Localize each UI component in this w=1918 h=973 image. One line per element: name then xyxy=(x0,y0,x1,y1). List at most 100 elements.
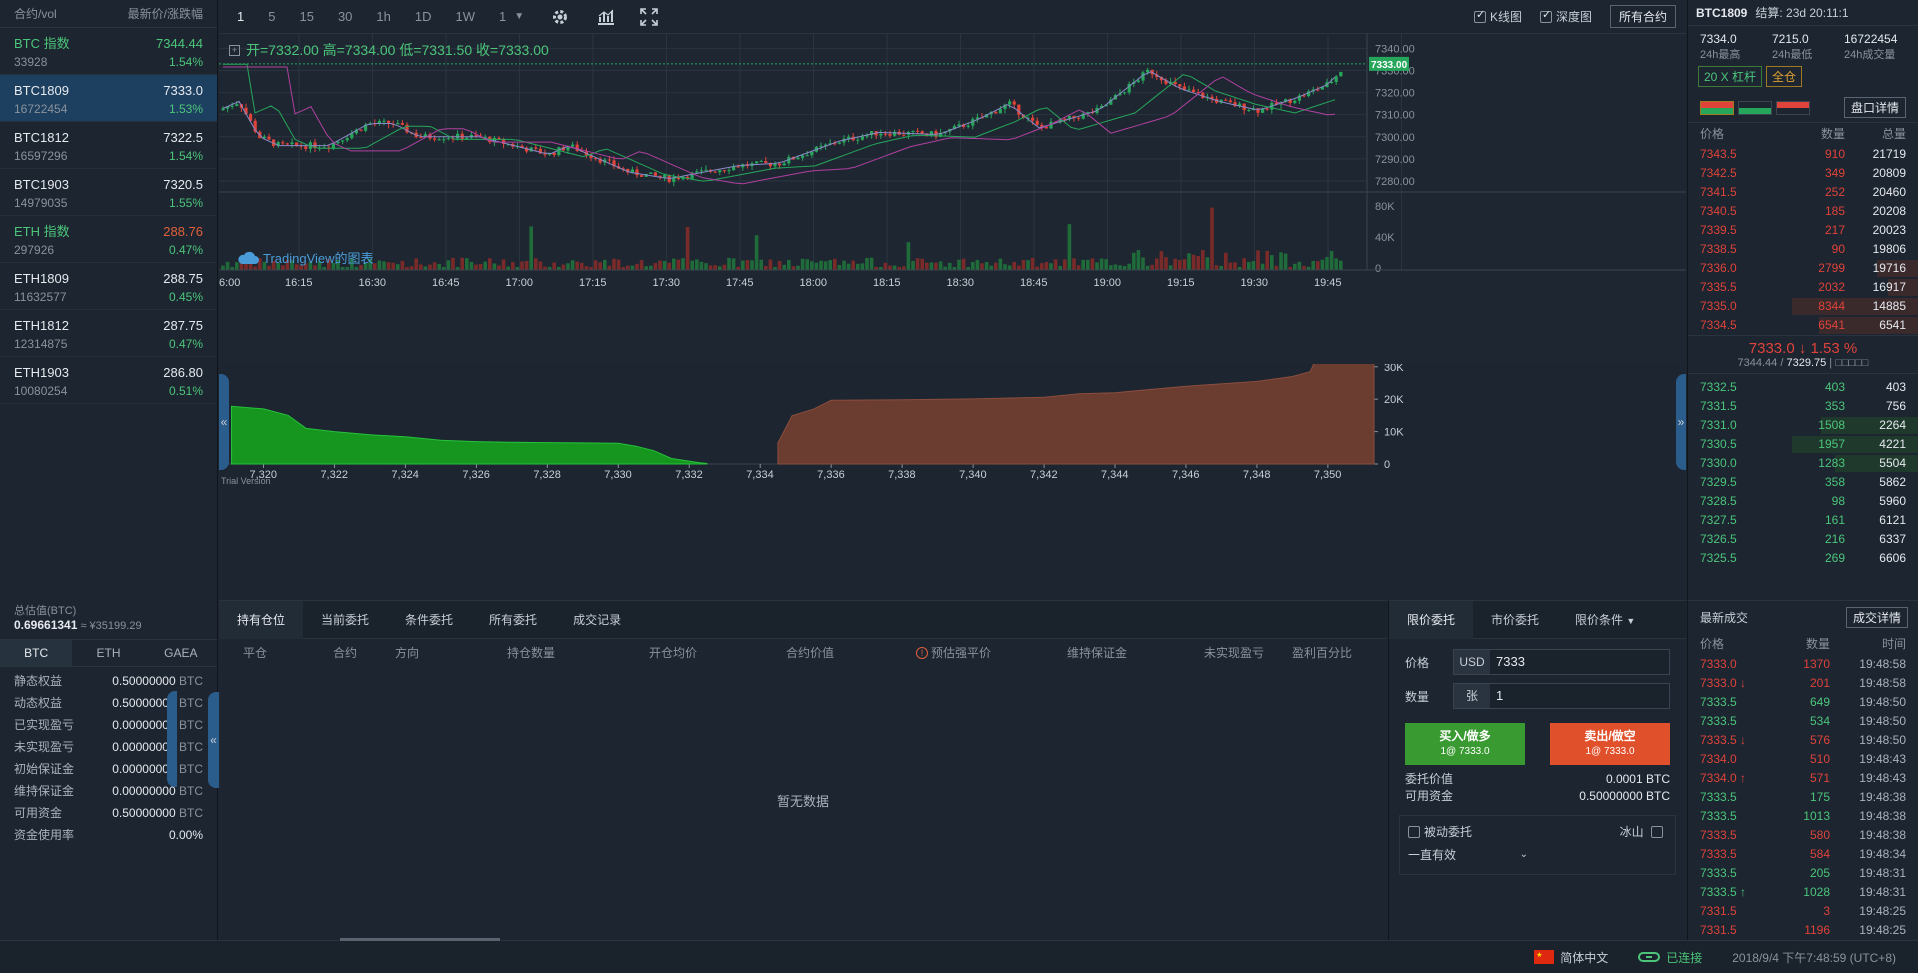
book-bids-icon[interactable] xyxy=(1738,100,1772,115)
market-item[interactable]: ETH1903 286.80 10080254 0.51% xyxy=(0,357,217,404)
market-item[interactable]: BTC1903 7320.5 14979035 1.55% xyxy=(0,169,217,216)
orderbook-row[interactable]: 7328.5 98 5960 xyxy=(1688,492,1918,511)
orderbook-row[interactable]: 7330.0 1283 5504 xyxy=(1688,454,1918,473)
orderbook-row[interactable]: 7325.5 269 6606 xyxy=(1688,549,1918,568)
candle-body xyxy=(1127,83,1131,93)
horizontal-scrollbar[interactable] xyxy=(340,938,500,941)
buy-long-button[interactable]: 买入/做多 1@ 7333.0 xyxy=(1405,723,1525,765)
orderbook-price: 7335.0 xyxy=(1700,299,1737,313)
depth-toggle[interactable]: 深度图 xyxy=(1539,8,1592,25)
sell-short-button[interactable]: 卖出/做空 1@ 7333.0 xyxy=(1550,723,1670,765)
language-selector[interactable]: ★ 简体中文 xyxy=(1534,949,1608,966)
orderbook-detail-button[interactable]: 盘口详情 xyxy=(1843,97,1906,118)
interval-button[interactable]: 1 xyxy=(499,9,507,24)
iceberg-option[interactable]: 冰山 xyxy=(1620,823,1667,840)
candle-body xyxy=(1330,81,1334,83)
collapse-account-handle[interactable]: « xyxy=(208,692,219,788)
settings-gear-icon[interactable] xyxy=(550,7,570,27)
price-input[interactable]: USD 7333 xyxy=(1453,649,1670,675)
time-in-force-select[interactable]: 一直有效 ⌄ xyxy=(1408,840,1528,868)
orderbook-row[interactable]: 7336.0 2799 19716 xyxy=(1688,259,1918,278)
tab-limit-order[interactable]: 限价委托 xyxy=(1389,600,1474,639)
orderbook-row[interactable]: 7327.5 161 6121 xyxy=(1688,511,1918,530)
candle-body xyxy=(382,120,386,122)
orderbook-row[interactable]: 7334.5 6541 6541 xyxy=(1688,316,1918,335)
interval-dropdown-icon[interactable]: ▼ xyxy=(514,11,525,22)
volume-bar xyxy=(391,262,395,270)
total-valuation: 总估值(BTC) 0.69661341 ≈ ¥35199.29 xyxy=(0,600,217,637)
account-row: 已实现盈亏 0.00000000 BTC xyxy=(0,714,217,736)
market-item[interactable]: BTC1812 7322.5 16597296 1.54% xyxy=(0,122,217,169)
positions-tab[interactable]: 所有委托 xyxy=(489,612,538,627)
collapse-right-handle[interactable]: » xyxy=(1676,374,1686,470)
market-item[interactable]: BTC1809 7333.0 16722454 1.53% xyxy=(0,75,217,122)
orderbook-row[interactable]: 7343.5 910 21719 xyxy=(1688,145,1918,164)
interval-button[interactable]: 1D xyxy=(414,9,432,24)
interval-button[interactable]: 1 xyxy=(237,9,245,24)
interval-button[interactable]: 1W xyxy=(455,9,476,24)
handle-spacer xyxy=(167,691,177,787)
leverage-button[interactable]: 20 X 杠杆 xyxy=(1698,66,1763,87)
tif-value: 一直有效 xyxy=(1408,847,1457,862)
market-item[interactable]: ETH1809 288.75 11632577 0.45% xyxy=(0,263,217,310)
volume-bar xyxy=(1095,262,1099,270)
tab-market-order[interactable]: 市价委托 xyxy=(1491,612,1540,627)
orderbook-row[interactable]: 7329.5 358 5862 xyxy=(1688,473,1918,492)
candle-body xyxy=(916,130,920,132)
depth-bar xyxy=(1821,417,1918,434)
account-tab-btc[interactable]: BTC xyxy=(0,640,73,666)
candle-body xyxy=(952,126,956,130)
interval-button[interactable]: 1h xyxy=(376,9,391,24)
orderbook-row[interactable]: 7335.0 8344 14885 xyxy=(1688,297,1918,316)
account-tab-eth[interactable]: ETH xyxy=(96,646,121,660)
qty-input-value[interactable]: 1 xyxy=(1496,688,1504,703)
orderbook-row[interactable]: 7341.5 252 20460 xyxy=(1688,183,1918,202)
depth-chart[interactable]: 50K40K30K20K10K07,3207,3227,3247,3267,32… xyxy=(219,297,1686,600)
collapse-left-handle[interactable]: « xyxy=(219,374,229,470)
interval-button[interactable]: 5 xyxy=(268,9,276,24)
positions-tab[interactable]: 当前委托 xyxy=(321,612,370,627)
orderbook-row[interactable]: 7331.0 1508 2264 xyxy=(1688,416,1918,435)
orderbook-row[interactable]: 7332.5 403 403 xyxy=(1688,378,1918,397)
interval-button[interactable]: 30 xyxy=(337,9,353,24)
book-both-icon[interactable] xyxy=(1700,100,1734,115)
orderbook-row[interactable]: 7326.5 216 6337 xyxy=(1688,530,1918,549)
market-item[interactable]: BTC 指数 7344.44 33928 1.54% xyxy=(0,28,217,75)
orderbook-row[interactable]: 7338.5 90 19806 xyxy=(1688,240,1918,259)
depth-chart-svg[interactable]: 50K40K30K20K10K07,3207,3227,3247,3267,32… xyxy=(219,297,1686,600)
positions-tab[interactable]: 持有仓位 xyxy=(219,600,304,639)
orderbook-row[interactable]: 7330.5 1957 4221 xyxy=(1688,435,1918,454)
passive-option[interactable]: 被动委托 xyxy=(1408,823,1472,840)
orderbook-row[interactable]: 7331.5 353 756 xyxy=(1688,397,1918,416)
trades-detail-button[interactable]: 成交详情 xyxy=(1845,606,1908,628)
margin-mode-button[interactable]: 全仓 xyxy=(1766,66,1803,87)
kline-toggle[interactable]: K线图 xyxy=(1473,8,1522,25)
fullscreen-icon[interactable] xyxy=(640,7,658,26)
positions-tab[interactable]: 条件委托 xyxy=(405,612,454,627)
account-row-label: 动态权益 xyxy=(14,696,63,710)
market-item[interactable]: ETH1812 287.75 12314875 0.47% xyxy=(0,310,217,357)
book-asks-icon[interactable] xyxy=(1776,100,1810,115)
orderbook-row[interactable]: 7335.5 2032 16917 xyxy=(1688,278,1918,297)
positions-tab[interactable]: 成交记录 xyxy=(573,612,622,627)
interval-button[interactable]: 15 xyxy=(299,9,314,24)
orderbook-row[interactable]: 7342.5 349 20809 xyxy=(1688,164,1918,183)
account-tab-gaea[interactable]: GAEA xyxy=(164,646,198,660)
depth-x-tick: 7,322 xyxy=(320,469,348,481)
positions-column-label: 开仓均价 xyxy=(649,646,698,660)
indicators-icon[interactable] xyxy=(596,8,616,26)
legend-collapse-icon[interactable]: + xyxy=(229,44,240,56)
price-input-value[interactable]: 7333 xyxy=(1496,654,1525,669)
kline-chart[interactable]: 7340.00 7330.00 7320.00 7310.00 7300.00 7290.… xyxy=(219,34,1686,364)
all-contracts-button[interactable]: 所有合约 xyxy=(1609,5,1676,28)
orderbook-row[interactable]: 7340.5 185 20208 xyxy=(1688,202,1918,221)
kline-chart-svg[interactable]: 7340.007330.007320.007310.007300.007290.… xyxy=(219,34,1686,364)
candle-body xyxy=(1178,84,1182,87)
market-item[interactable]: ETH 指数 288.76 297926 0.47% xyxy=(0,216,217,263)
orderbook-row[interactable]: 7339.5 217 20023 xyxy=(1688,221,1918,240)
total-valuation-label: 总估值(BTC) xyxy=(14,605,77,617)
tab-conditional-order[interactable]: 限价条件 ▼ xyxy=(1557,601,1653,639)
price-axis-tick: 7310.00 xyxy=(1375,110,1415,122)
